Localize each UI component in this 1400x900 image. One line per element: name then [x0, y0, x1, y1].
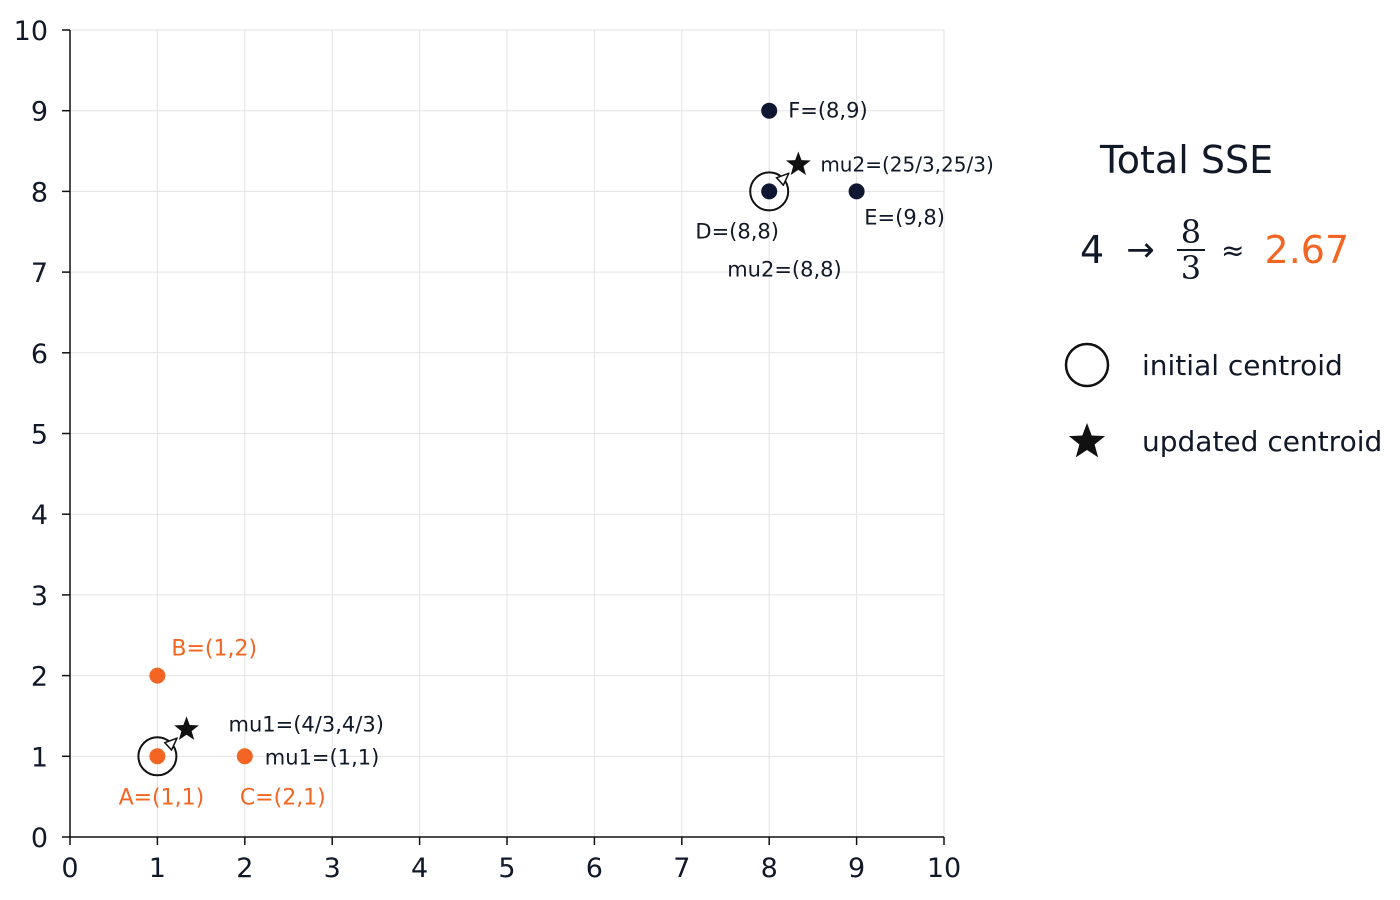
x-tick-label: 9 [848, 853, 865, 884]
centroid-label-mu2-updated: mu2=(25/3,25/3) [820, 153, 993, 177]
y-tick-label: 10 [14, 16, 48, 47]
y-tick-label: 5 [31, 420, 48, 451]
point-label-c: C=(2,1) [240, 785, 326, 810]
centroid-shift-arrow [172, 739, 176, 743]
sse-denominator: 3 [1180, 249, 1202, 287]
data-marks [137, 102, 865, 777]
point-label-a: A=(1,1) [119, 785, 205, 810]
data-point [761, 102, 778, 119]
axes [62, 29, 945, 845]
x-tick-label: 4 [411, 853, 428, 884]
x-tick-label: 7 [673, 853, 690, 884]
sse-arrow: → [1126, 230, 1155, 270]
y-tick-label: 7 [31, 258, 48, 289]
initial-centroid-marker [137, 736, 178, 777]
sse-before: 4 [1080, 228, 1105, 272]
data-labels: A=(1,1) B=(1,2) C=(2,1) mu1=(1,1) mu1=(4/3,4… [119, 99, 994, 811]
data-point [761, 183, 778, 200]
sse-value: 2.67 [1264, 228, 1350, 272]
x-tick-label: 3 [324, 853, 341, 884]
updated-centroid-marker [174, 716, 199, 740]
y-tick-label: 0 [31, 823, 48, 854]
x-tick-label: 0 [61, 853, 78, 884]
y-tick-label: 1 [31, 742, 48, 773]
updated-centroid-marker [785, 151, 811, 176]
legend-item-initial: initial centroid [1060, 338, 1343, 392]
point-label-d: D=(8,8) [695, 219, 779, 243]
data-point [236, 748, 253, 765]
y-tick-label: 6 [31, 339, 48, 370]
x-tick-label: 8 [761, 853, 778, 884]
legend-label-updated: updated centroid [1142, 424, 1383, 458]
sse-fraction: 8 3 [1176, 215, 1206, 287]
centroid-label-mu1-updated: mu1=(4/3,4/3) [229, 712, 384, 736]
y-tick-label: 4 [31, 500, 48, 531]
x-tick-label: 2 [236, 853, 253, 884]
scatter-plot: 0 1 2 3 4 5 6 7 8 9 10 0 1 2 3 4 5 6 7 8 9 10 A=(1,1) B=(1,2) C… [14, 16, 994, 884]
centroid-label-mu1-initial: mu1=(1,1) [265, 745, 380, 769]
sse-numerator: 8 [1176, 215, 1206, 251]
data-point [149, 748, 166, 765]
x-tick-label: 10 [927, 853, 961, 884]
y-tick-label: 3 [31, 581, 48, 612]
x-tick-label: 6 [586, 853, 603, 884]
point-label-b: B=(1,2) [171, 637, 257, 662]
grid [70, 29, 945, 837]
centroid-shift-arrow [784, 174, 788, 178]
point-label-e: E=(9,8) [864, 205, 945, 229]
sse-title: Total SSE [1100, 138, 1274, 182]
y-tick-label: 2 [31, 662, 48, 693]
data-point [149, 667, 166, 684]
circle-outline-icon [1060, 338, 1114, 392]
star-icon [1060, 414, 1114, 468]
sse-approx: ≈ [1221, 233, 1245, 267]
centroid-label-mu2-initial: mu2=(8,8) [727, 257, 842, 281]
initial-centroid-marker [749, 171, 790, 212]
y-tick-label: 8 [31, 177, 48, 208]
tick-labels: 0 1 2 3 4 5 6 7 8 9 10 0 1 2 3 4 5 6 7 8 9 10 [14, 16, 962, 884]
x-tick-label: 5 [498, 853, 515, 884]
sse-expression: 4 → 8 3 ≈ 2.67 [1080, 210, 1349, 290]
x-tick-label: 1 [149, 853, 166, 884]
legend-label-initial: initial centroid [1142, 348, 1343, 382]
y-tick-label: 9 [31, 97, 48, 128]
point-label-f: F=(8,9) [788, 99, 867, 123]
legend-item-updated: updated centroid [1060, 414, 1382, 468]
data-point [848, 183, 865, 200]
